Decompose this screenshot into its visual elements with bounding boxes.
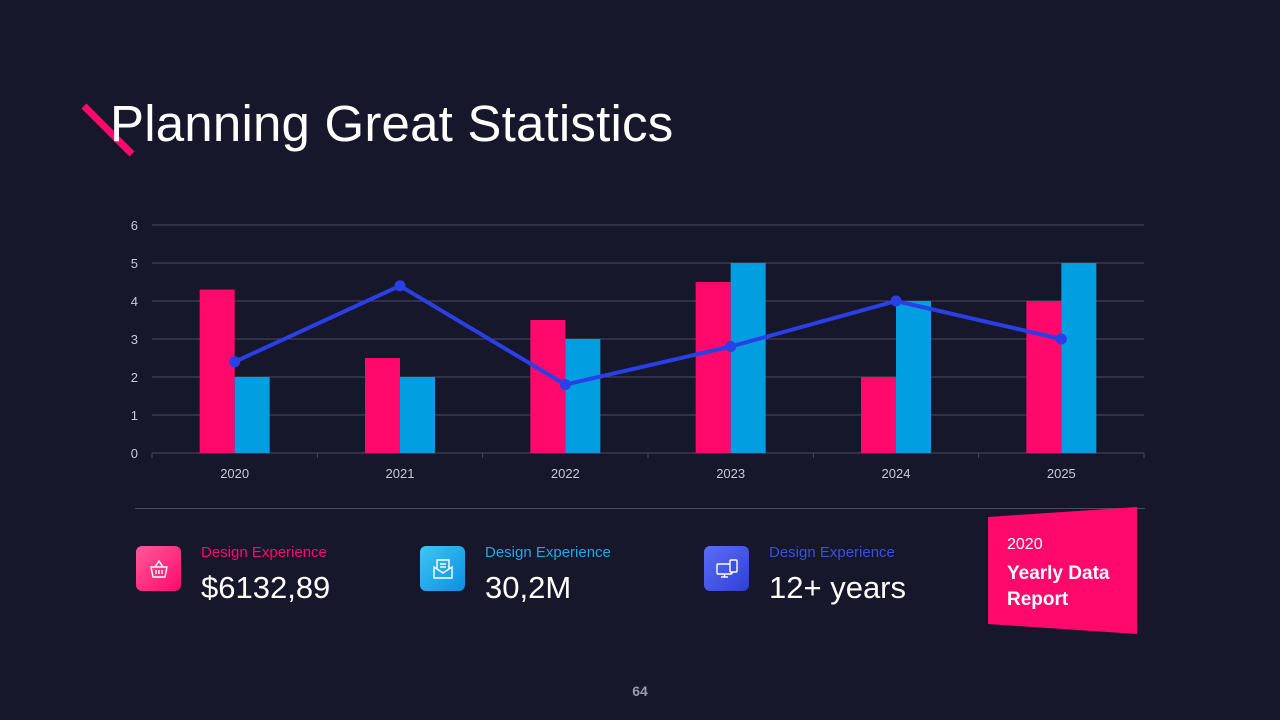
stat-value: 12+ years bbox=[769, 570, 907, 605]
stat-label: Design Experience bbox=[769, 544, 895, 561]
line-point bbox=[559, 379, 571, 391]
page-number: 64 bbox=[632, 683, 648, 699]
series-line bbox=[233, 283, 1062, 387]
title-accent-slash bbox=[81, 103, 135, 157]
bar bbox=[695, 282, 731, 453]
bar bbox=[896, 301, 931, 453]
y-tick-label: 1 bbox=[131, 408, 138, 423]
bar bbox=[1026, 301, 1062, 453]
stat-value: $6132,89 bbox=[201, 570, 331, 605]
basket-icon bbox=[136, 546, 181, 591]
bar bbox=[365, 358, 400, 453]
line-point bbox=[229, 356, 241, 368]
stat-value: 30,2M bbox=[485, 570, 572, 605]
page-title: Planning Great Statistics bbox=[110, 95, 674, 152]
y-tick-label: 0 bbox=[131, 446, 138, 461]
report-year: 2020 bbox=[1007, 536, 1043, 553]
y-tick-label: 4 bbox=[131, 294, 138, 309]
x-tick-label: 2025 bbox=[1047, 466, 1076, 481]
y-tick-label: 5 bbox=[131, 256, 138, 271]
x-tick-label: 2020 bbox=[220, 466, 249, 481]
mail-icon bbox=[420, 546, 465, 591]
bar bbox=[530, 320, 566, 453]
divider bbox=[135, 508, 1145, 509]
combo-chart: 0 1 2 3 4 5 6 2020 2021 2022 2023 2024 2025 bbox=[131, 218, 1145, 481]
y-tick-label: 2 bbox=[131, 370, 138, 385]
y-tick-label: 6 bbox=[131, 218, 138, 233]
x-tick-label: 2024 bbox=[882, 466, 911, 481]
report-card-shape bbox=[988, 507, 1137, 634]
line-point bbox=[1055, 333, 1067, 345]
x-tick-label: 2022 bbox=[551, 466, 580, 481]
y-tick-label: 3 bbox=[131, 332, 138, 347]
line-point bbox=[890, 295, 902, 307]
bar bbox=[234, 377, 270, 453]
report-card: 2020 Yearly Data Report bbox=[988, 507, 1138, 634]
line-point bbox=[725, 341, 737, 353]
bar bbox=[861, 377, 896, 453]
bar bbox=[400, 377, 435, 453]
bar bbox=[1061, 263, 1097, 453]
bar bbox=[730, 263, 766, 453]
devices-icon bbox=[704, 546, 749, 591]
stat-label: Design Experience bbox=[201, 544, 327, 561]
bar bbox=[565, 339, 601, 453]
x-tick-label: 2023 bbox=[716, 466, 745, 481]
x-tick-label: 2021 bbox=[386, 466, 415, 481]
report-title: Yearly Data Report bbox=[1007, 563, 1110, 610]
bar bbox=[199, 289, 235, 453]
stat-label: Design Experience bbox=[485, 544, 611, 561]
line-point bbox=[394, 280, 406, 292]
